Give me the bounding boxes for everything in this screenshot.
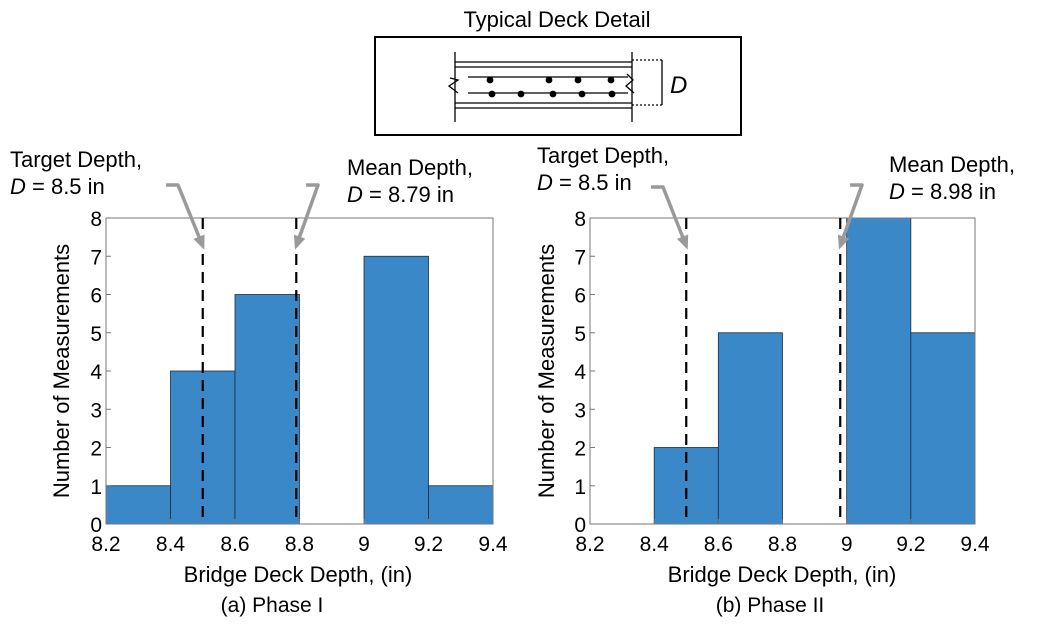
y-tick-label: 4 — [90, 361, 102, 384]
y-tick-labels: 0 1 2 3 4 5 6 7 8 — [90, 208, 111, 537]
x-tick-label: 8.8 — [285, 533, 314, 556]
y-tick-label: 4 — [574, 361, 586, 384]
histogram-bar — [846, 217, 912, 525]
y-tick-label: 2 — [574, 438, 586, 461]
x-tick-label: 8.2 — [91, 533, 120, 556]
x-tick-label: 9.2 — [414, 533, 443, 556]
y-tick-label: 2 — [90, 438, 102, 461]
x-tick-label: 8.4 — [156, 533, 186, 556]
histogram-phase-2: 0 1 2 3 4 5 6 7 8 8.2 8.4 8.6 8.8 9 9.2 9.4 Target Dep… — [534, 143, 1015, 617]
y-axis-label: Number of Measurements — [534, 244, 559, 498]
x-tick-label: 8.6 — [220, 533, 249, 556]
dimension-label-d: D — [670, 72, 687, 99]
x-tick-label: 9.4 — [478, 533, 508, 556]
reference-value: D = 8.98 in — [889, 179, 996, 204]
panel-caption: (a) Phase I — [221, 594, 324, 617]
deck-detail: Typical Deck Detail — [374, 7, 742, 136]
callout-leader — [838, 183, 864, 247]
y-tick-label: 6 — [574, 285, 586, 308]
y-tick-label: 0 — [90, 514, 102, 537]
histogram-bars — [653, 217, 976, 525]
histogram-bar — [717, 332, 783, 525]
callout-arrowhead — [293, 234, 306, 250]
histogram-bar — [428, 485, 494, 525]
x-axis-label: Bridge Deck Depth, (in) — [184, 562, 413, 587]
x-tick-label: 9.4 — [960, 533, 990, 556]
x-tick-label: 9 — [358, 533, 370, 556]
deck-detail-frame — [374, 36, 742, 136]
y-tick-label: 3 — [574, 399, 586, 422]
reference-label: Target Depth, — [537, 143, 669, 168]
callout-leader — [294, 183, 320, 247]
x-tick-label: 9.2 — [896, 533, 925, 556]
callout-leader — [651, 185, 688, 247]
x-tick-labels: 8.2 8.4 8.6 8.8 9 9.2 9.4 — [91, 519, 508, 556]
histogram-bars — [105, 255, 494, 525]
reference-value: D = 8.5 in — [537, 170, 632, 195]
y-tick-label: 0 — [574, 514, 586, 537]
x-tick-label: 9 — [841, 533, 853, 556]
y-tick-label: 6 — [90, 285, 102, 308]
y-tick-label: 8 — [90, 208, 102, 231]
y-tick-label: 7 — [574, 246, 586, 269]
reference-value: D = 8.5 in — [10, 174, 105, 199]
callout-leader — [166, 183, 205, 247]
histogram-bar — [170, 370, 236, 525]
y-tick-label: 5 — [90, 323, 102, 346]
y-tick-label: 5 — [574, 323, 586, 346]
reference-value: D = 8.79 in — [347, 182, 454, 207]
deck-section-drawing — [447, 52, 663, 122]
x-tick-labels: 8.2 8.4 8.6 8.8 9 9.2 9.4 — [575, 519, 990, 556]
y-axis-label: Number of Measurements — [49, 244, 74, 498]
reference-label: Mean Depth, — [889, 152, 1015, 177]
histogram-phase-1: 0 1 2 3 4 5 6 7 8 8.2 8.4 8.6 8.8 9 9.2 9.4 Target Dep… — [10, 147, 508, 617]
rebar-dots — [486, 76, 616, 98]
y-tick-labels: 0 1 2 3 4 5 6 7 8 — [574, 208, 595, 537]
histogram-bar — [105, 485, 171, 525]
reference-label: Target Depth, — [10, 147, 142, 172]
y-tick-label: 7 — [90, 246, 102, 269]
reference-lines: Target Depth,D = 8.5 in Mean Depth,D = 8.… — [10, 147, 473, 524]
y-tick-label: 8 — [574, 208, 586, 231]
y-tick-label: 1 — [90, 476, 102, 499]
histogram-bar — [363, 255, 429, 525]
callout-arrowhead — [677, 234, 689, 250]
callout-arrowhead — [837, 234, 850, 250]
y-tick-label: 3 — [90, 399, 102, 422]
x-tick-label: 8.2 — [575, 533, 604, 556]
reference-lines: Target Depth,D = 8.5 in Mean Depth,D = 8.… — [537, 143, 1015, 524]
panel-caption: (b) Phase II — [716, 594, 825, 617]
reference-label: Mean Depth, — [347, 155, 473, 180]
deck-detail-title: Typical Deck Detail — [463, 7, 650, 32]
x-axis-label: Bridge Deck Depth, (in) — [668, 562, 897, 587]
x-tick-label: 8.8 — [768, 533, 797, 556]
x-tick-label: 8.6 — [704, 533, 733, 556]
x-tick-label: 8.4 — [640, 533, 670, 556]
callout-arrowhead — [193, 234, 205, 250]
histogram-bar — [910, 332, 976, 525]
y-tick-label: 1 — [574, 476, 586, 499]
histogram-bar — [234, 294, 300, 525]
